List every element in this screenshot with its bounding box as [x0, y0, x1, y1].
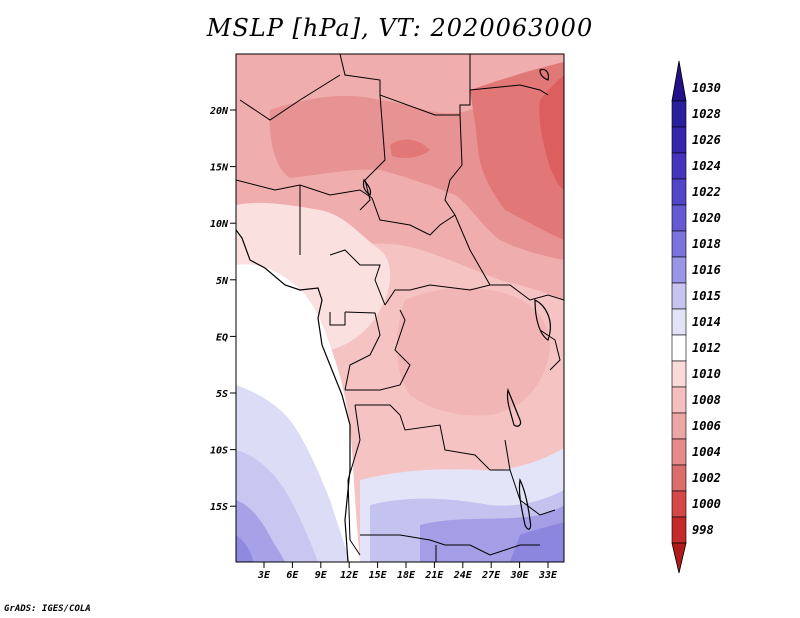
map-title: MSLP [hPa], VT: 2020063000: [206, 14, 594, 42]
colorbar-segment: [671, 438, 687, 466]
lon-tick-label: 33E: [538, 570, 558, 581]
region-1020: [236, 535, 254, 562]
lat-tick-label: 10S: [210, 446, 228, 457]
colorbar-segment: [671, 360, 687, 388]
colorbar-label: 1028: [692, 107, 721, 121]
lakes: [362, 68, 551, 530]
region-1018: [236, 500, 285, 562]
longitude-ticks: 3E 6E 9E 12E 15E 18E 21E 24E 27E 30E 33E: [257, 562, 558, 581]
colorbar-label: 1024: [692, 159, 721, 173]
colorbar: 1030 1028 1026 1024 1022 1020 1018 1016 1015 1014…: [671, 60, 721, 574]
region-1006b: [390, 139, 430, 158]
colorbar-segment: [671, 230, 687, 258]
colorbar-label: 1022: [692, 185, 721, 199]
lon-tick-label: 6E: [286, 570, 299, 581]
colorbar-label: 1030: [692, 81, 721, 95]
colorbar-segment: [671, 308, 687, 336]
colorbar-segment: [671, 490, 687, 518]
colorbar-label: 1000: [692, 497, 721, 511]
colorbar-label: 1020: [692, 211, 721, 225]
map-frame: [235, 53, 565, 563]
colorbar-label: 1015: [692, 289, 721, 303]
pressure-field: [236, 54, 564, 562]
lon-tick-label: 3E: [257, 570, 271, 581]
lon-tick-label: 21E: [424, 570, 444, 581]
colorbar-segment: [671, 516, 687, 544]
colorbar-label: 1016: [692, 263, 721, 277]
grads-credit: GrADS: IGES/COLA: [4, 604, 91, 614]
colorbar-segment: [671, 126, 687, 154]
lat-tick-label: 15N: [210, 163, 229, 174]
lon-tick-label: 12E: [340, 570, 359, 581]
colorbar-label: 1014: [692, 315, 721, 329]
colorbar-segment: [671, 152, 687, 180]
lon-tick-label: 18E: [397, 570, 416, 581]
lat-tick-label: 10N: [210, 219, 229, 230]
lon-tick-label: 24E: [453, 570, 473, 581]
colorbar-segment: [671, 178, 687, 206]
colorbar-label: 1010: [692, 367, 721, 381]
colorbar-label: 1018: [692, 237, 721, 251]
colorbar-segment: [671, 204, 687, 232]
colorbar-label: 1006: [692, 419, 721, 433]
colorbar-label: 1008: [692, 393, 721, 407]
lon-tick-label: 9E: [315, 570, 328, 581]
latitude-ticks: 20N 15N 10N 5N EQ 5S 10S 15S: [209, 106, 236, 513]
colorbar-segment: [671, 386, 687, 414]
lat-tick-label: 20N: [209, 106, 229, 117]
lon-tick-label: 15E: [369, 570, 388, 581]
lon-tick-label: 30E: [510, 570, 530, 581]
region-1020-east: [510, 522, 564, 562]
colorbar-segment: [671, 464, 687, 492]
colorbar-label: 1002: [692, 471, 721, 485]
coastline: [236, 229, 351, 562]
colorbar-segment: [671, 282, 687, 310]
colorbar-segment: [671, 100, 687, 128]
colorbar-top-arrow: [671, 60, 687, 102]
lat-tick-label: EQ: [216, 332, 228, 343]
colorbar-label: 1004: [692, 445, 721, 459]
colorbar-segment: [671, 412, 687, 440]
region-1010-congo: [396, 288, 550, 416]
colorbar-segment: [671, 256, 687, 284]
lat-tick-label: 5N: [216, 276, 229, 287]
lat-tick-label: 5S: [216, 389, 228, 400]
colorbar-bottom-arrow: [671, 542, 687, 574]
country-borders: [236, 54, 564, 562]
region-1004: [539, 75, 564, 190]
lon-tick-label: 27E: [481, 570, 501, 581]
colorbar-label: 998: [692, 523, 714, 537]
colorbar-segment: [671, 334, 687, 362]
lat-tick-label: 15S: [210, 502, 228, 513]
colorbar-label: 1012: [692, 341, 721, 355]
colorbar-label: 1026: [692, 133, 721, 147]
